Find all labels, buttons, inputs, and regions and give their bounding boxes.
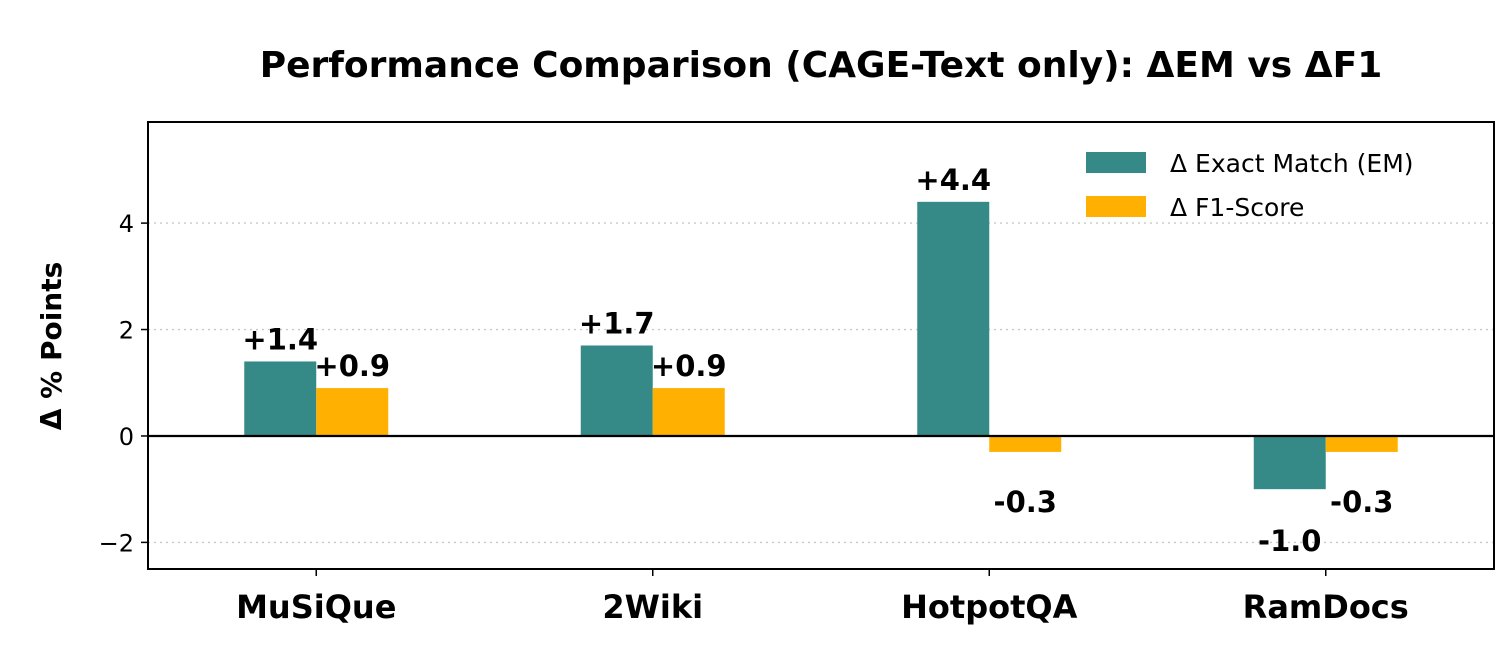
bar — [1325, 435, 1398, 452]
bar-data-label: -0.3 — [1330, 485, 1393, 519]
bar — [316, 388, 389, 436]
bar-data-label: +1.4 — [242, 322, 318, 356]
plot-frame — [147, 121, 1495, 570]
bar-data-label: +0.9 — [651, 349, 727, 383]
legend-label: Δ Exact Match (EM) — [1170, 149, 1414, 178]
y-tick-label: −2 — [99, 529, 134, 557]
bar-data-label: -0.3 — [994, 485, 1057, 519]
bar-data-label: -1.0 — [1258, 524, 1321, 558]
bar-data-label: +0.9 — [314, 349, 390, 383]
bar — [652, 388, 725, 436]
legend-swatch — [1086, 152, 1146, 173]
bar — [244, 361, 317, 436]
y-tick-label: 4 — [119, 210, 134, 238]
x-tick-label: MuSiQue — [236, 588, 396, 626]
bar — [989, 435, 1062, 452]
plot-area: −2024+1.4+0.9MuSiQue+1.7+0.92Wiki+4.4-0.… — [99, 121, 1495, 626]
bar — [1253, 435, 1326, 490]
legend-label: Δ F1-Score — [1170, 193, 1304, 222]
bar — [917, 201, 990, 436]
x-tick-label: 2Wiki — [602, 588, 703, 626]
x-tick-label: RamDocs — [1243, 588, 1409, 626]
x-tick-label: HotpotQA — [901, 588, 1077, 626]
chart-title: Performance Comparison (CAGE-Text only):… — [260, 45, 1383, 86]
bar-data-label: +1.7 — [579, 307, 655, 341]
bar — [580, 345, 653, 436]
y-axis-label: Δ % Points — [35, 262, 68, 431]
y-tick-label: 2 — [119, 317, 134, 345]
legend-swatch — [1086, 196, 1146, 217]
bar-data-label: +4.4 — [915, 163, 991, 197]
y-tick-label: 0 — [119, 423, 134, 451]
